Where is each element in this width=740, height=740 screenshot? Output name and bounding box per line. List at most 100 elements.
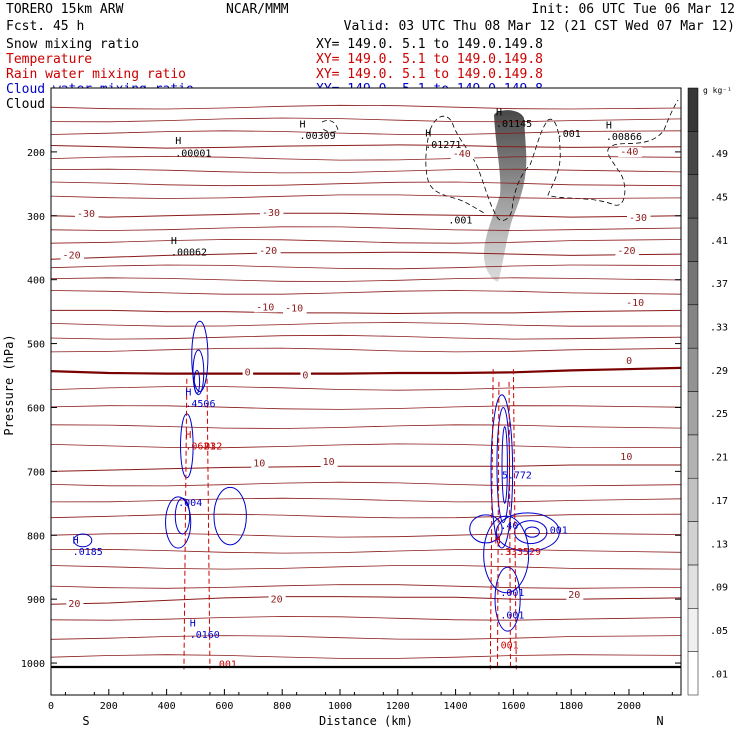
y-tick-label: 1000 (21, 659, 45, 670)
background-isotherm (50, 168, 682, 174)
cloud-water-contour (192, 349, 205, 396)
colorbar-segment (687, 477, 699, 522)
colorbar-label: .29 (710, 366, 728, 377)
x-tick-label: 1800 (559, 701, 583, 712)
contour-extremum-label: .001 (544, 525, 568, 536)
isotherm--10 (51, 309, 682, 315)
x-tick-label: 600 (215, 701, 233, 712)
colorbar-label: .41 (710, 236, 728, 247)
background-isotherm (50, 481, 682, 487)
cloud-water-contour (174, 497, 191, 535)
contour-extremum-label: H (73, 536, 79, 547)
contour-extremum-label: H (171, 236, 177, 247)
x-tick-label: 1600 (501, 701, 525, 712)
colorbar-label: .37 (710, 279, 728, 290)
y-tick-label: 400 (27, 276, 45, 287)
colorbar-segment (687, 217, 699, 262)
contour-extremum-label: H (606, 120, 612, 131)
isotherm-label: 20 (68, 599, 80, 610)
legend-field-name: Snow mixing ratio (6, 37, 139, 52)
isotherm-label-bg (257, 246, 281, 257)
contour-extremum-label: H (190, 619, 196, 630)
contour-extremum-label: .333529 (499, 547, 541, 558)
colorbar-segment (687, 87, 699, 132)
contour-extremum-label: .001 (500, 610, 524, 621)
x-end-label-south: S (82, 714, 89, 728)
cloud-ice-contours (321, 99, 679, 221)
background-isotherm (50, 117, 682, 123)
background-isotherm (50, 181, 682, 187)
background-isotherm (50, 322, 682, 327)
cloud-water-contour (495, 512, 560, 552)
background-isotherm (50, 347, 682, 353)
isotherm-label: 0 (245, 368, 251, 379)
isotherm-label: -30 (629, 213, 647, 224)
hydrometeor-contours (73, 320, 560, 670)
contour-extremum-label: .01271 (425, 140, 461, 151)
contour-extremum-label: .0160 (190, 630, 220, 641)
contour-extremum-label: .004 (178, 498, 202, 509)
colorbar-label: .21 (710, 453, 728, 464)
background-isotherm (50, 290, 682, 295)
isotherm-label-bg (300, 370, 311, 381)
isotherm-label: -40 (620, 147, 638, 158)
y-tick-label: 200 (27, 148, 45, 159)
isotherm-label-bg (566, 589, 584, 600)
cloud-water-contour (469, 514, 503, 544)
isotherm-20 (50, 596, 682, 605)
isotherm-label-bg (624, 356, 635, 367)
contour-extremum-label: .01145 (496, 119, 532, 130)
background-isotherm (50, 584, 682, 589)
colorbar-label: .45 (710, 192, 728, 203)
isotherm-label: -20 (63, 251, 81, 262)
cloud-water-contour (165, 496, 192, 549)
chart-header: TORERO 15km ARW Fcst. 45 h NCAR/MMM Init… (6, 2, 735, 34)
colorbar-segment (687, 131, 699, 175)
isotherm-label-bg (450, 149, 475, 160)
y-tick-label: 500 (27, 340, 45, 351)
background-isotherms (50, 104, 682, 659)
colorbar-label: .17 (710, 496, 728, 507)
x-tick-label: 400 (158, 701, 176, 712)
isotherm--30 (50, 212, 682, 218)
valid-time: Valid: 03 UTC Thu 08 Mar 12 (21 CST Wed … (344, 19, 735, 34)
isotherm-label: 20 (271, 594, 283, 605)
snow-shading (484, 110, 527, 282)
model-title: TORERO 15km ARW (6, 2, 124, 17)
cloud-water-contour (191, 320, 209, 392)
temperature-isotherms (50, 144, 682, 605)
contour-extremum-label: H (300, 120, 306, 131)
isotherm-label: 10 (253, 458, 265, 469)
contour-extremum-label: .001 (495, 640, 519, 651)
contour-extremum-label: .001 (448, 215, 472, 226)
colorbar-segment (687, 347, 699, 392)
legend-field-name: Rain water mixing ratio (6, 67, 186, 82)
background-isotherm (50, 565, 682, 570)
center-label: NCAR/MMM (226, 2, 289, 17)
legend-field-name: Temperature (6, 52, 92, 67)
x-end-label-north: N (656, 714, 663, 728)
colorbar-label: .09 (710, 583, 728, 594)
colorbar-segment (687, 651, 699, 696)
x-tick-label: 0 (48, 701, 54, 712)
background-isotherm (50, 635, 682, 640)
isotherm-label-bg (615, 246, 639, 257)
contour-extremum-label: H (425, 129, 431, 140)
background-isotherm (50, 654, 682, 659)
colorbar-segment (687, 391, 699, 436)
contour-extremum-label: .0621 (185, 442, 215, 453)
isotherm-label-bg (66, 598, 84, 609)
contour-extremum-label: H (185, 387, 191, 398)
y-tick-label: 900 (27, 595, 45, 606)
background-isotherm (50, 424, 682, 429)
background-isotherm (50, 194, 682, 199)
colorbar-segment (687, 434, 699, 479)
colorbar-label: .01 (710, 669, 728, 680)
contour-extremum-label: .0185 (73, 547, 103, 558)
isotherm-label-bg (283, 303, 307, 314)
cloud-water-contour (494, 566, 521, 632)
cloud-ice-contour (321, 120, 339, 133)
background-isotherm (50, 386, 681, 391)
contour-extremum-label: .001 (500, 588, 524, 599)
